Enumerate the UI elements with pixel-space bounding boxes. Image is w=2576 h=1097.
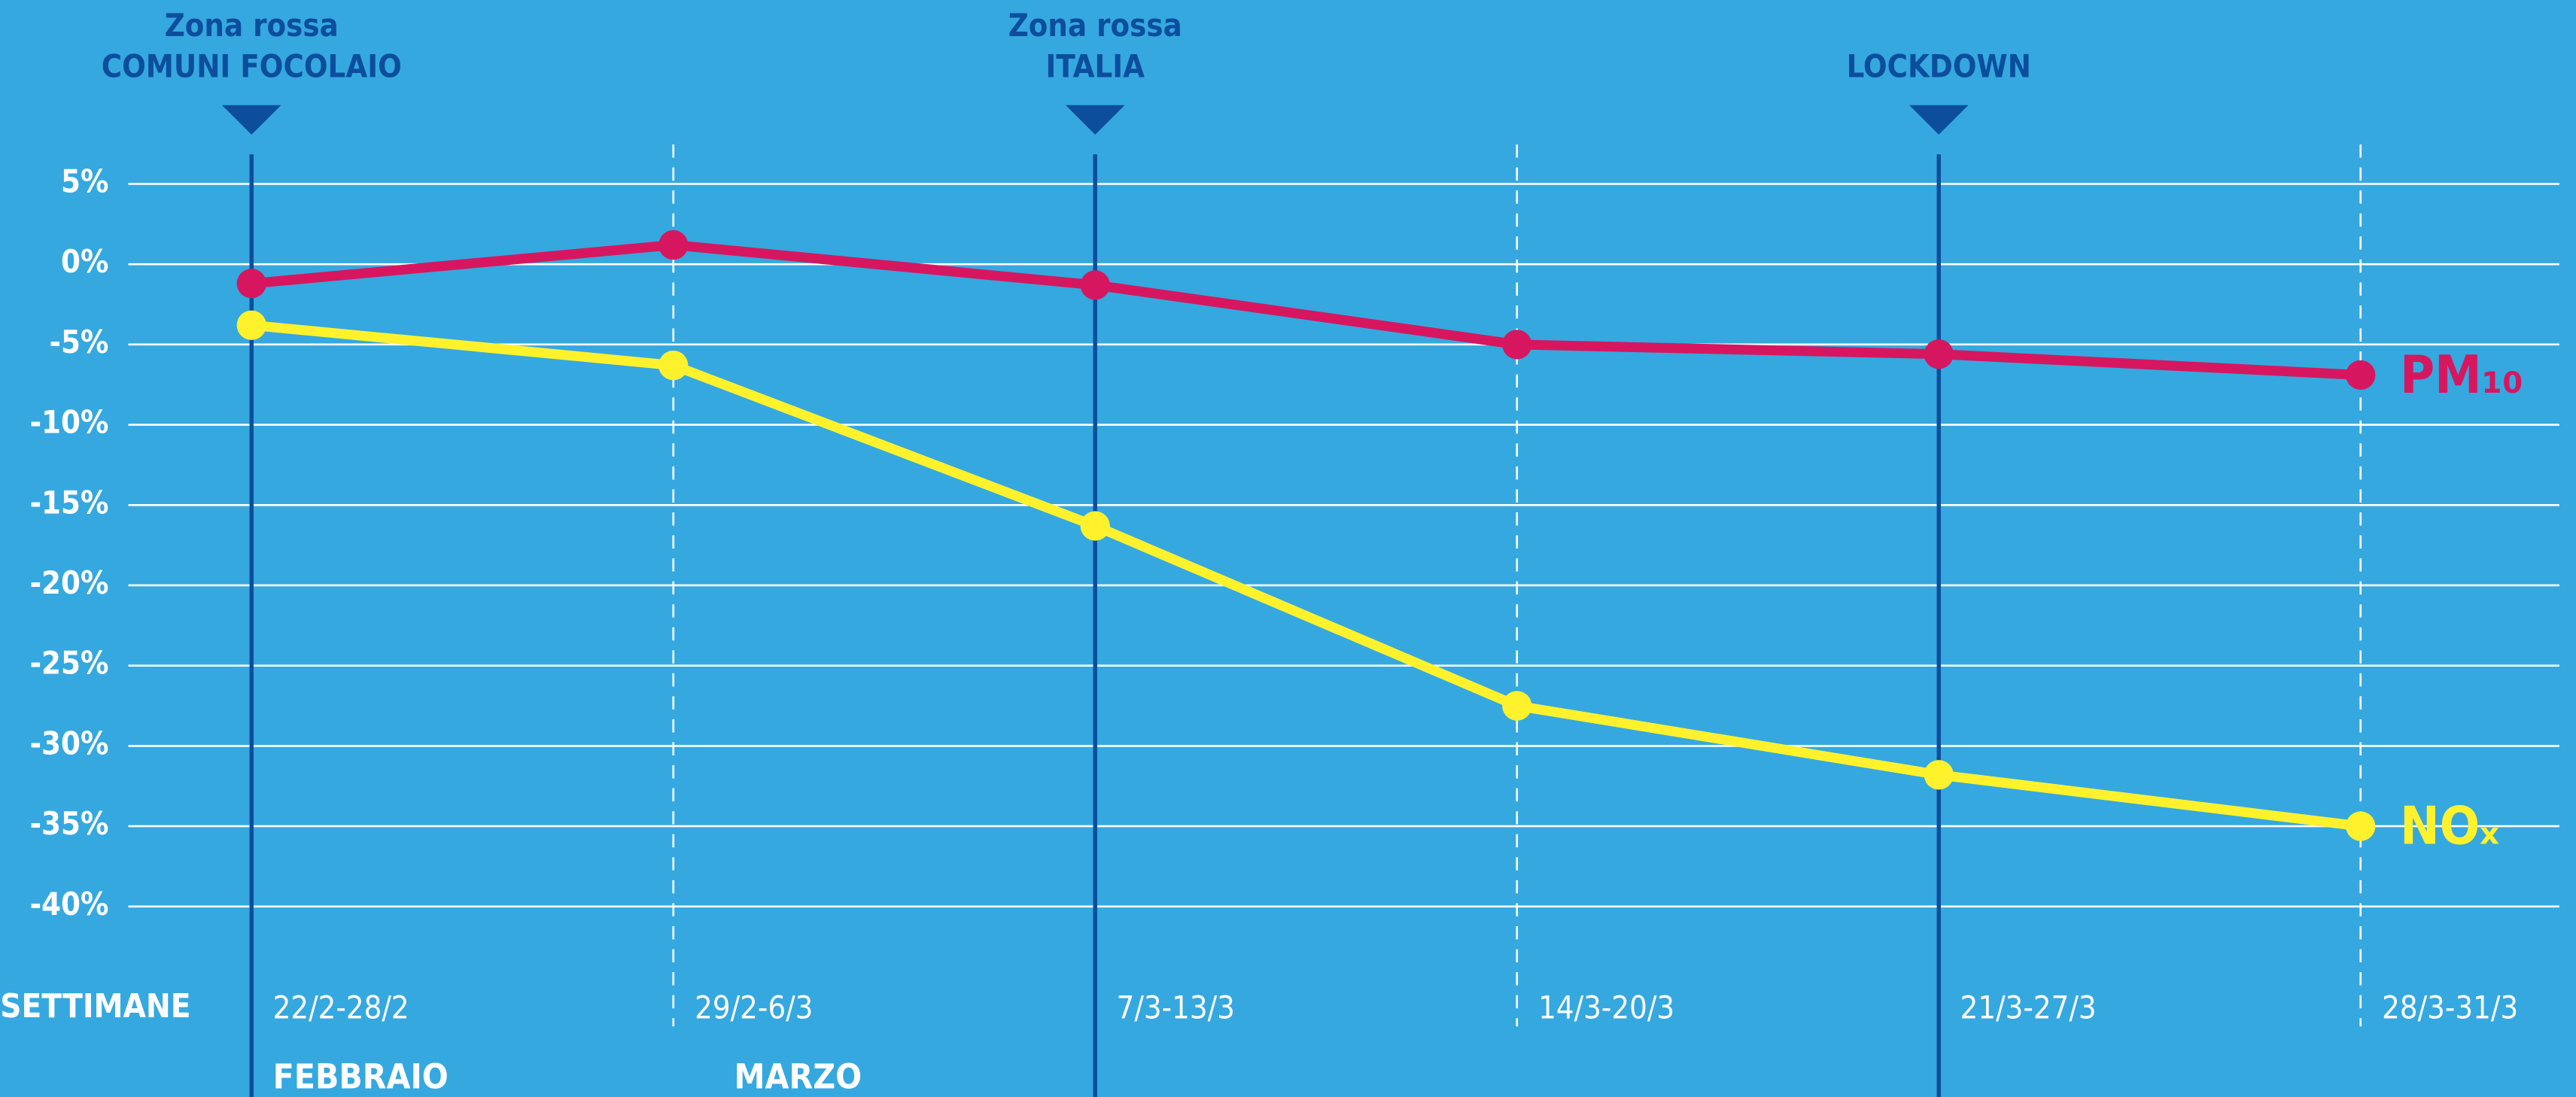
data-point [658, 229, 689, 260]
data-point [236, 310, 266, 340]
data-point [1080, 511, 1110, 541]
y-tick-label: 0% [61, 244, 108, 280]
event-label: Zona rossa [165, 8, 339, 44]
x-tick-label: 29/2-6/3 [695, 989, 813, 1026]
y-tick-label: -20% [30, 565, 109, 601]
x-tick-label: 14/3-20/3 [1538, 989, 1674, 1026]
event-label: ITALIA [1046, 49, 1145, 85]
x-tick-label: 21/3-27/3 [1960, 989, 2097, 1026]
event-marker [1065, 105, 1125, 135]
x-tick-label: 22/2-28/2 [273, 989, 409, 1026]
series-label: PM₁₀ [2400, 345, 2523, 406]
y-tick-label: 5% [61, 163, 108, 199]
data-point [1502, 691, 1532, 721]
event-marker [221, 105, 281, 135]
event-label: COMUNI FOCOLAIO [102, 49, 402, 85]
data-point [658, 350, 689, 381]
event-marker [1908, 105, 1969, 135]
data-point [2346, 360, 2376, 390]
series-line [251, 240, 2362, 380]
x-axis-label: SETTIMANE [0, 987, 190, 1026]
data-point [1924, 339, 1954, 369]
event-label: Zona rossa [1008, 8, 1182, 44]
y-tick-label: -10% [30, 405, 109, 441]
series-line [251, 320, 2362, 831]
y-tick-label: -25% [30, 646, 109, 682]
x-tick-label: 7/3-13/3 [1117, 989, 1235, 1026]
month-label: FEBBRAIO [273, 1056, 449, 1096]
event-label: LOCKDOWN [1847, 49, 2031, 85]
y-tick-label: -30% [30, 725, 109, 761]
y-tick-label: -40% [30, 886, 109, 922]
data-point [1080, 270, 1110, 300]
month-label: MARZO [734, 1056, 862, 1096]
data-point [236, 269, 266, 299]
y-tick-label: -5% [50, 324, 109, 360]
data-point [2346, 811, 2376, 841]
data-point [1924, 760, 1954, 790]
series-label: NOₓ [2400, 796, 2499, 857]
x-tick-label: 28/3-31/3 [2382, 989, 2518, 1026]
data-point [1502, 330, 1532, 360]
y-tick-label: -35% [30, 806, 109, 842]
y-tick-label: -15% [30, 485, 109, 521]
